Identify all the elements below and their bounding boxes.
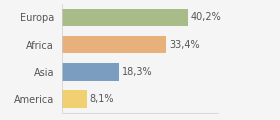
Text: 33,4%: 33,4% xyxy=(169,40,199,50)
Bar xyxy=(62,90,87,108)
Text: 18,3%: 18,3% xyxy=(122,67,152,77)
Bar xyxy=(62,36,166,53)
Bar xyxy=(62,63,119,81)
Bar xyxy=(62,9,188,26)
Text: 8,1%: 8,1% xyxy=(90,94,114,104)
Text: 40,2%: 40,2% xyxy=(190,12,221,22)
